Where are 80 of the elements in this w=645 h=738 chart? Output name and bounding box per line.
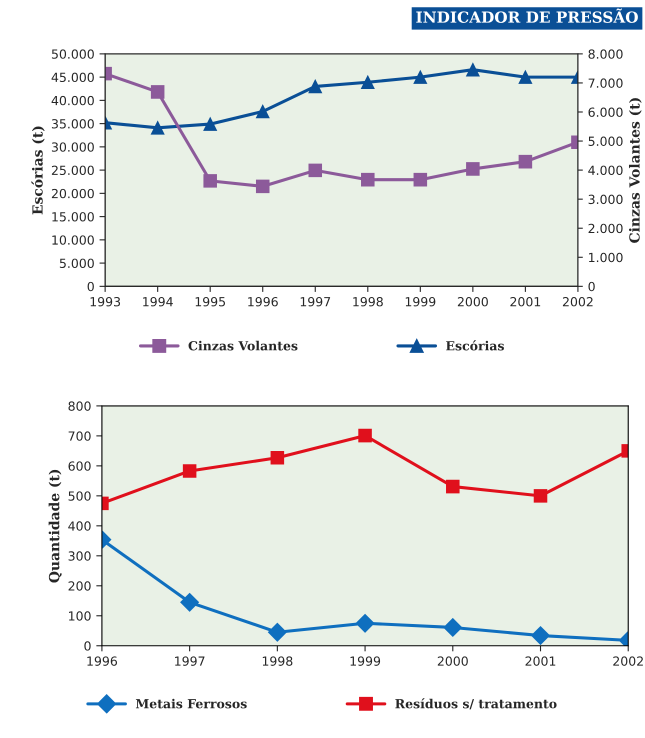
x-tick-label: 1998 — [353, 296, 383, 306]
y2-tick-label: 8.000 — [588, 49, 623, 59]
x-tick-label: 1998 — [262, 656, 292, 666]
y-tick-label: 10.000 — [52, 235, 94, 245]
point — [466, 62, 480, 76]
y-tick-label: 20.000 — [52, 188, 94, 198]
y-tick-label: 25.000 — [52, 166, 94, 176]
y-tick-label: 0 — [88, 282, 94, 292]
point — [150, 85, 164, 99]
point — [356, 614, 374, 633]
y-tick-label: 45.000 — [52, 72, 94, 82]
point — [270, 451, 284, 465]
x-tick-label: 1995 — [196, 296, 226, 306]
y-tick-label: 15.000 — [52, 212, 94, 222]
x-tick-label: 1996 — [87, 656, 118, 666]
point — [361, 172, 375, 186]
point — [180, 592, 199, 612]
legend-label: Metais Ferrosos — [136, 698, 247, 708]
y2-tick-label: 1.000 — [589, 252, 623, 262]
x-tick-label: 2001 — [526, 656, 556, 666]
x-tick-label: 1994 — [143, 296, 173, 306]
x-tick-label: 2002 — [562, 296, 593, 306]
point — [182, 464, 196, 478]
y2-tick-label: 5.000 — [588, 136, 623, 146]
point — [518, 70, 532, 84]
y-tick-label: 600 — [68, 461, 91, 471]
y2-tick-label: 7.000 — [588, 78, 623, 88]
legend-label: Cinzas Volantes — [188, 340, 298, 350]
point — [150, 121, 164, 135]
y-tick-label: 35.000 — [52, 119, 94, 129]
y2-tick-label: 3.000 — [588, 194, 623, 204]
point — [256, 104, 270, 118]
y-tick-label: 800 — [68, 401, 91, 411]
point — [531, 626, 550, 645]
point — [203, 117, 217, 131]
y-tick-label: 100 — [69, 611, 91, 621]
legend-label: Escórias — [446, 340, 504, 350]
point — [256, 180, 270, 194]
y-tick-label: 50.000 — [52, 49, 94, 59]
y-tick-label: 30.000 — [52, 142, 94, 152]
y-tick-label: 300 — [68, 551, 91, 561]
y-axis-title: Quantidade (t) — [48, 470, 62, 583]
point — [443, 618, 462, 637]
x-tick-label: 2000 — [438, 656, 468, 666]
x-tick-label: 2001 — [510, 296, 540, 306]
point — [361, 75, 375, 90]
point — [414, 172, 428, 186]
x-tick-label: 1996 — [248, 296, 278, 306]
x-tick-label: 1999 — [406, 296, 436, 306]
y-tick-label: 400 — [68, 521, 91, 531]
point — [358, 428, 372, 442]
y-tick-label: 5.000 — [60, 258, 94, 268]
y2-axis-title: Cinzas Volantes (t) — [628, 98, 642, 243]
y2-tick-label: 2.000 — [588, 224, 623, 234]
y2-tick-label: 4.000 — [588, 166, 623, 176]
chart-title: INDICADOR DE PRESSÃO — [416, 8, 638, 23]
x-tick-label: 2000 — [458, 296, 488, 306]
y-tick-label: 200 — [68, 581, 91, 591]
point — [308, 80, 322, 94]
y-axis-title: Escórias (t) — [31, 126, 45, 214]
point — [414, 70, 428, 84]
y-tick-label: 500 — [68, 491, 91, 501]
point — [268, 622, 287, 642]
x-tick-label: 1999 — [350, 656, 380, 666]
point — [518, 154, 532, 168]
y-tick-label: 40.000 — [52, 96, 94, 106]
legend-label: Resíduos s/ tratamento — [395, 698, 557, 710]
point — [203, 174, 217, 188]
y-tick-label: 0 — [84, 641, 91, 651]
point — [308, 164, 322, 178]
y-tick-label: 700 — [68, 431, 91, 441]
point — [446, 480, 460, 494]
x-tick-label: 1997 — [300, 296, 330, 306]
point — [534, 489, 548, 503]
y2-tick-label: 0 — [588, 282, 595, 292]
x-tick-label: 1997 — [175, 656, 204, 666]
y2-tick-label: 6.000 — [588, 107, 623, 117]
x-tick-label: 1993 — [90, 296, 120, 306]
x-tick-label: 2002 — [613, 656, 643, 666]
point — [466, 162, 480, 176]
